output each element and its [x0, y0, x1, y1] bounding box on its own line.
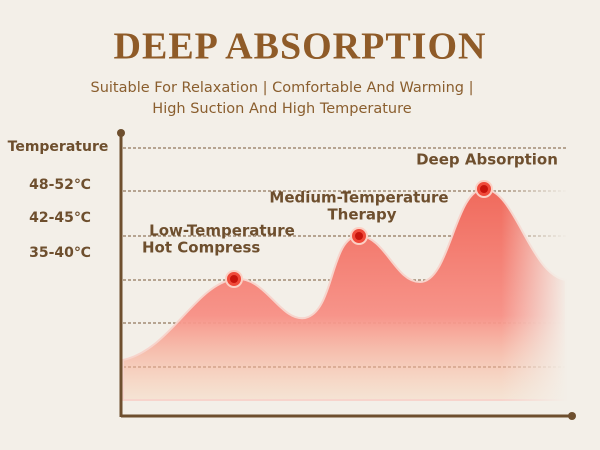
fade [123, 180, 568, 405]
peak-dots [225, 180, 493, 288]
level-label: 35-40℃ [29, 245, 91, 261]
peak-label: Medium-Temperature [269, 189, 448, 207]
level-label: 42-45℃ [29, 210, 91, 226]
title: DEEP ABSORPTION [114, 26, 487, 68]
peak-label: Low-Temperature [149, 222, 295, 240]
peak-label: Hot Compress [142, 239, 260, 257]
axis-label: Temperature [8, 139, 109, 155]
peak-label: Deep Absorption [416, 151, 558, 169]
subtitle: Suitable For Relaxation | Comfortable An… [91, 80, 474, 96]
subtitle: High Suction And High Temperature [152, 101, 411, 117]
peak-label: Therapy [327, 206, 396, 224]
level-label: 48-52℃ [29, 177, 91, 193]
axes [117, 129, 576, 420]
